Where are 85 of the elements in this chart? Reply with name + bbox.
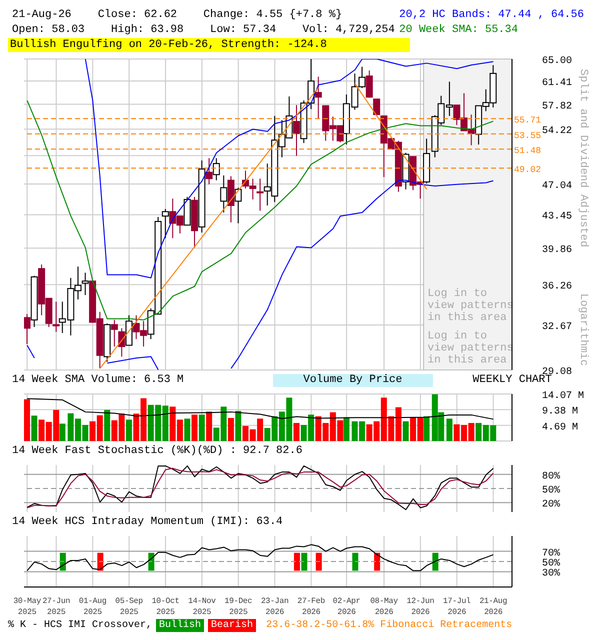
bar (402, 421, 409, 441)
bar (206, 412, 212, 441)
ref-line-label: 53.55 (514, 130, 542, 141)
x-tick-label: 17-Jul 2026 (443, 597, 472, 617)
line-series (84, 59, 494, 278)
ref-line-label: 55.71 (514, 116, 542, 126)
chart-subtitle: Open: 58.03 High: 63.98 Low: 57.34 Vol: 4,729,254 (12, 23, 395, 38)
candlestick (206, 158, 213, 185)
candlestick (24, 314, 30, 345)
text: % K - HCS IMI Crossover, (8, 619, 152, 632)
candlestick (373, 98, 380, 116)
bar (228, 418, 234, 441)
text: 23.6-38.2-50-61.8% Fibonacci Retracements (266, 619, 512, 632)
text: Bullish Engulfing on 20-Feb-26, Strength: -124.8 (8, 38, 410, 52)
candlestick (212, 158, 220, 181)
x-tick-label: 08-May 2026 (370, 597, 398, 617)
y-tick-label: 36.26 (542, 282, 572, 293)
bar (235, 410, 242, 441)
x-tick-label: 02-Apr 2026 (332, 597, 361, 617)
bar (424, 416, 430, 441)
chart-title: 14 Week Fast Stochastic (%K)(%D) : 92.7 82.6 (12, 445, 302, 458)
y-tick-label: 20% (542, 500, 560, 511)
text: 20,2 HC Bands: 47.44 , 64.56 (399, 8, 584, 23)
y-tick-label: 47.04 (542, 181, 572, 192)
y-axis-title: Split and Dividend Adjusted (577, 69, 589, 248)
bar (198, 414, 205, 441)
candlestick (314, 76, 322, 120)
x-tick-label: 12-Jun 2026 (406, 597, 435, 617)
candlestick (52, 301, 60, 332)
y-tick-label: 65.00 (542, 56, 572, 67)
x-tick-label: 10-Oct 2025 (152, 597, 180, 617)
y-tick-label: 4.69 M (542, 422, 578, 434)
x-tick-label: 23-Jan 2026 (260, 597, 289, 617)
bar (446, 418, 452, 441)
text: 20 Week SMA: 55.34 (399, 23, 519, 38)
chart-title: 14 Week HCS Intraday Momentum (IMI): 63.4 (12, 516, 283, 529)
y-tick-label: 43.45 (542, 212, 572, 223)
y-tick-label: 30% (542, 568, 560, 580)
x-tick-label: 01-Aug 2025 (78, 597, 107, 617)
chart-title: 14 Week SMA Volume: 6.53 M (12, 374, 185, 387)
x-tick-label: 27-Jun 2025 (42, 597, 70, 617)
candlestick (162, 208, 169, 239)
annotation: Log in to view patterns in this area (428, 330, 514, 366)
candlestick (82, 272, 89, 296)
y-tick-label: 50% (542, 558, 560, 570)
y-tick-label: 80% (542, 471, 560, 482)
text: Bullish (156, 619, 204, 632)
text: Bearish (208, 619, 256, 632)
bar (31, 416, 38, 441)
bar (184, 418, 190, 441)
y-tick-label: 57.82 (542, 101, 572, 112)
y-tick-label: 61.41 (542, 78, 572, 89)
text: Volume By Price (273, 374, 432, 387)
bar (192, 414, 198, 441)
bar (104, 410, 110, 441)
y-tick-label: 14.07 M (542, 391, 584, 402)
bar (293, 422, 300, 441)
band-label: Log in to view patterns in this area (428, 288, 514, 324)
candlestick (256, 178, 264, 212)
bar (343, 417, 350, 441)
candlestick (366, 70, 373, 98)
x-tick-label: 05-Sep 2025 (115, 597, 144, 617)
y-tick-label: 54.22 (542, 126, 572, 138)
ref-line-label: 51.48 (514, 146, 542, 156)
y-tick-label: 32.67 (542, 322, 572, 333)
chart-title: 21-Aug-26 Close: 62.62 Change: 4.55 {+7.8 %} (12, 8, 344, 23)
y-tick-label: 9.38 M (542, 406, 578, 418)
bar (24, 399, 30, 441)
y-tick-label: 50% (542, 486, 560, 496)
candlestick (110, 319, 118, 348)
bar (126, 420, 132, 441)
x-tick-label: 19-Dec 2025 (224, 597, 253, 617)
x-tick-label: 30-May 2025 (13, 597, 42, 617)
x-tick-label: 27-Feb 2026 (297, 597, 326, 617)
bar (59, 424, 66, 441)
y-tick-label: 39.86 (542, 245, 572, 256)
y-tick-label: 70% (542, 548, 560, 560)
line-series (26, 544, 494, 572)
ref-line-label: 49.02 (514, 165, 542, 176)
x-tick-label: 21-Aug 2026 (479, 597, 508, 617)
x-tick-label: 14-Nov 2025 (188, 597, 216, 617)
candlestick (292, 104, 300, 156)
text: Logarithmic (577, 293, 589, 366)
line-series (26, 398, 494, 420)
candlestick (220, 174, 228, 214)
